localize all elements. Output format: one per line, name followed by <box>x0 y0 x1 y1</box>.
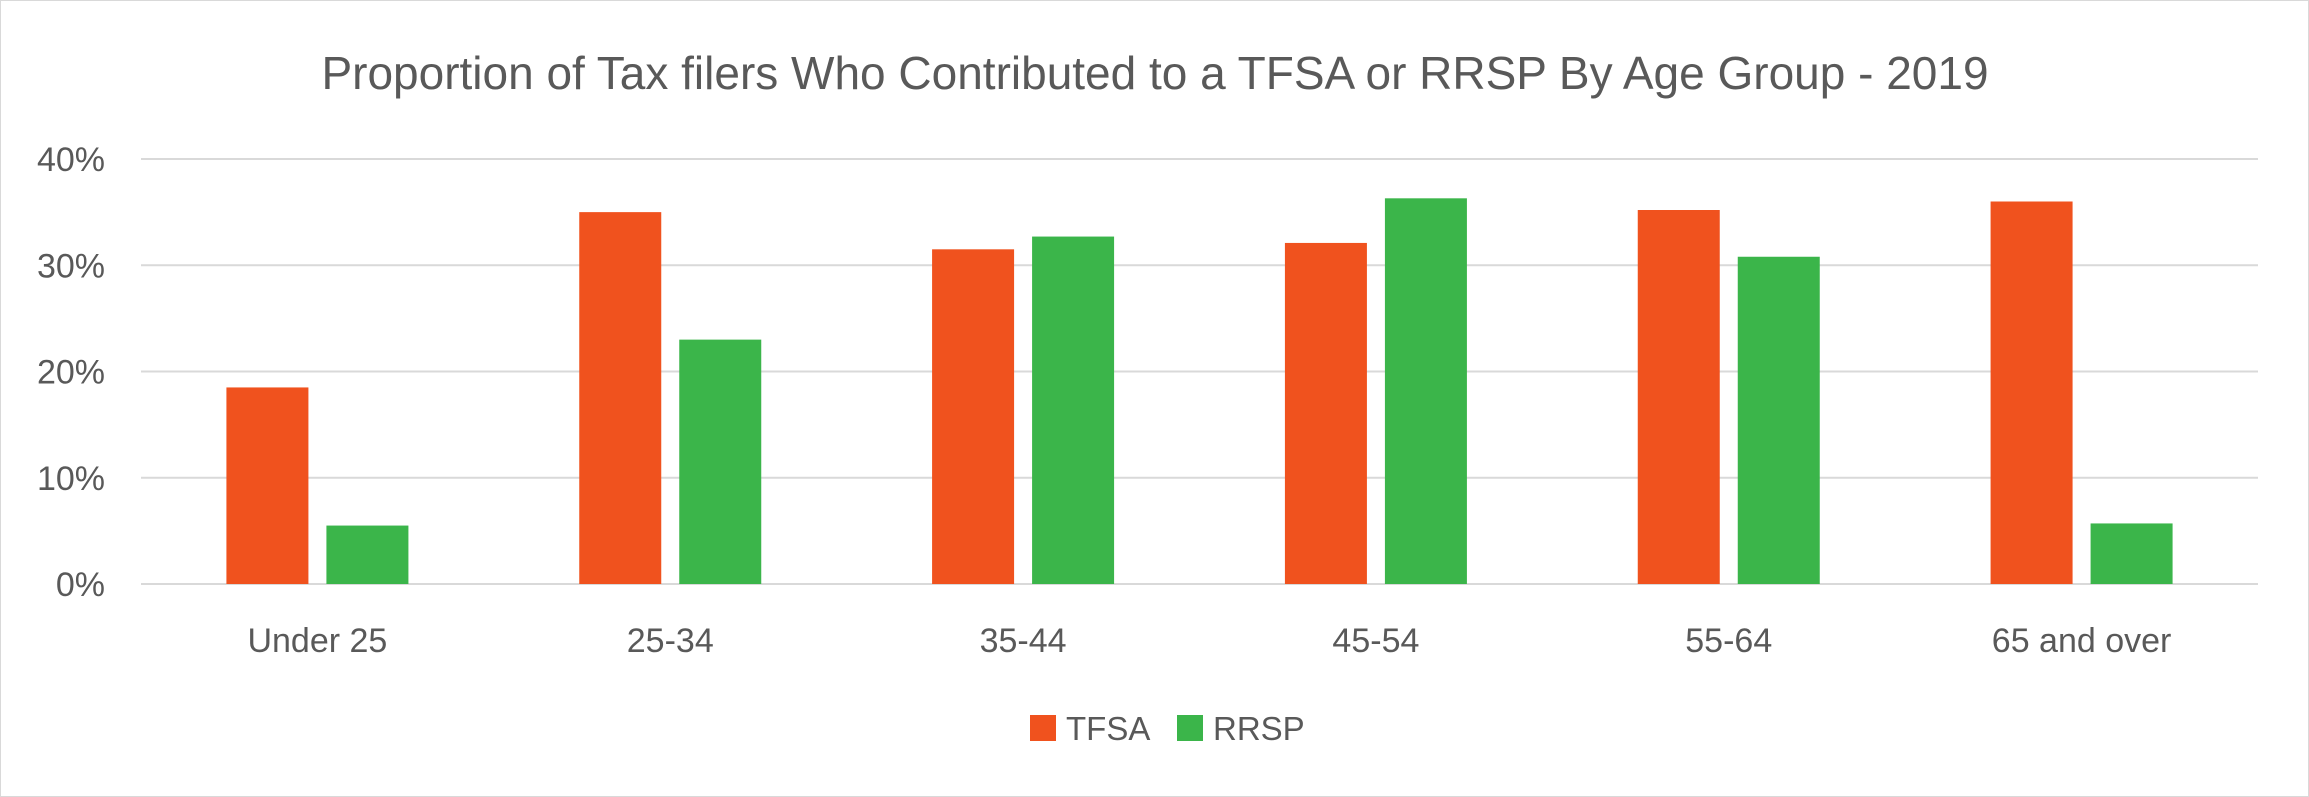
bar-tfsa <box>579 212 662 584</box>
y-axis-tick-labels: 0% 10% 20% 30% 40% <box>37 141 105 604</box>
y-tick-label: 10% <box>37 460 105 498</box>
legend: TFSA RRSP <box>1030 710 1305 747</box>
legend-label-tfsa: TFSA <box>1066 710 1150 747</box>
y-tick-label: 20% <box>37 354 105 392</box>
bar-rrsp <box>2090 523 2173 584</box>
bar-rrsp <box>1737 256 1820 584</box>
bar-tfsa <box>932 249 1015 584</box>
y-tick-label: 0% <box>56 566 105 604</box>
x-axis-tick-labels: Under 25 25-34 35-44 45-54 55-64 65 and over <box>247 622 2171 660</box>
bar-tfsa <box>1990 201 2073 584</box>
chart-title: Proportion of Tax filers Who Contributed… <box>321 47 1988 99</box>
bar-tfsa <box>226 387 309 584</box>
x-tick-label: 35-44 <box>980 622 1067 660</box>
x-tick-label: Under 25 <box>247 622 387 660</box>
x-tick-label: 65 and over <box>1992 622 2172 660</box>
y-tick-label: 30% <box>37 247 105 285</box>
bar-tfsa <box>1284 242 1367 584</box>
bar-rrsp <box>1032 236 1115 584</box>
x-tick-label: 45-54 <box>1332 622 1419 660</box>
bar-rrsp <box>1384 198 1467 584</box>
legend-swatch-tfsa <box>1030 715 1056 741</box>
y-tick-label: 40% <box>37 141 105 179</box>
bar-rrsp <box>326 525 409 584</box>
x-tick-label: 55-64 <box>1685 622 1772 660</box>
bar-tfsa <box>1637 210 1720 584</box>
legend-swatch-rrsp <box>1177 715 1203 741</box>
bars <box>226 198 2173 584</box>
legend-label-rrsp: RRSP <box>1213 710 1305 747</box>
bar-rrsp <box>679 339 762 584</box>
gridlines <box>141 158 2258 585</box>
x-tick-label: 25-34 <box>627 622 714 660</box>
